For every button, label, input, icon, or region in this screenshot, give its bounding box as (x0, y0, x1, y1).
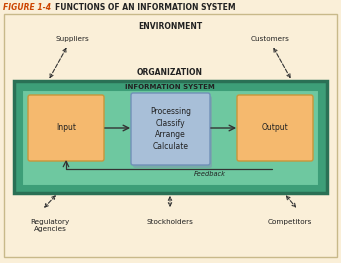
Text: Processing
Classify
Arrange
Calculate: Processing Classify Arrange Calculate (150, 107, 191, 151)
Text: Feedback: Feedback (194, 171, 226, 177)
Text: Regulatory
Agencies: Regulatory Agencies (30, 219, 70, 232)
Text: ENVIRONMENT: ENVIRONMENT (138, 22, 202, 31)
Text: Customers: Customers (251, 36, 290, 42)
Text: Competitors: Competitors (268, 219, 312, 225)
Text: FIGURE 1-4: FIGURE 1-4 (3, 3, 51, 12)
Text: FUNCTIONS OF AN INFORMATION SYSTEM: FUNCTIONS OF AN INFORMATION SYSTEM (55, 3, 236, 12)
Text: Suppliers: Suppliers (55, 36, 89, 42)
FancyBboxPatch shape (133, 96, 212, 168)
FancyBboxPatch shape (4, 14, 337, 257)
Text: Stockholders: Stockholders (147, 219, 193, 225)
FancyBboxPatch shape (28, 95, 104, 161)
Text: INFORMATION SYSTEM: INFORMATION SYSTEM (125, 84, 215, 90)
Text: ORGANIZATION: ORGANIZATION (137, 68, 203, 77)
FancyBboxPatch shape (14, 81, 327, 193)
FancyBboxPatch shape (237, 95, 313, 161)
FancyBboxPatch shape (131, 93, 210, 165)
Text: Output: Output (262, 124, 288, 133)
Text: Input: Input (56, 124, 76, 133)
FancyBboxPatch shape (22, 90, 319, 186)
